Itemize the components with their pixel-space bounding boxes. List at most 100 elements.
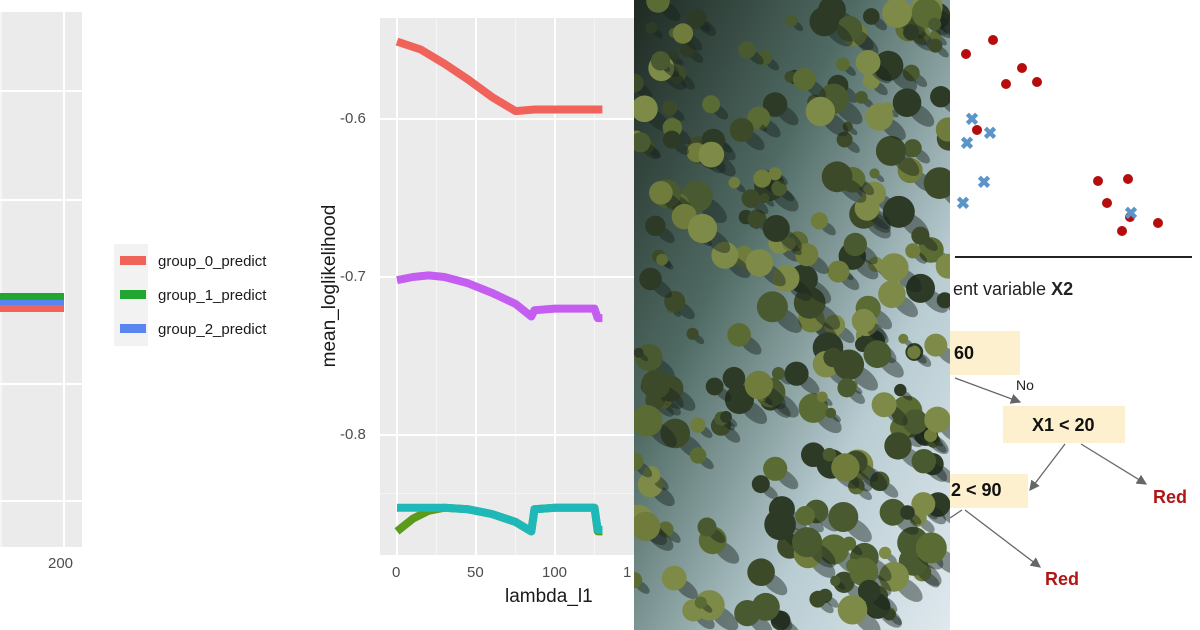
tree-canopy (645, 215, 666, 236)
tree-canopy (646, 0, 670, 13)
left-x-tick-200: 200 (48, 555, 74, 572)
tree-canopy (837, 378, 857, 398)
tree-canopy (664, 290, 686, 313)
tree-canopy (634, 511, 661, 541)
tree-canopy (823, 314, 846, 336)
scatter-point-red (1032, 77, 1042, 87)
tree-canopy (697, 517, 717, 537)
tree-canopy (747, 209, 767, 229)
leaf-red-right: Red (1153, 487, 1188, 507)
mid-grid-v-100 (554, 18, 556, 555)
tree-canopy (745, 249, 774, 277)
tree-canopy (662, 100, 678, 116)
scatter-point-blue-x: ✖ (960, 134, 974, 153)
tree-canopy (837, 594, 868, 625)
legend-key-group-1 (120, 290, 146, 299)
x-tick-50: 50 (467, 564, 484, 581)
scatter-point-red (972, 125, 982, 135)
tree-canopy (843, 232, 867, 257)
tree-canopy (720, 411, 732, 423)
left-line-red (0, 305, 64, 312)
tree-canopy (878, 546, 892, 560)
scatter-point-blue-x: ✖ (956, 194, 970, 213)
tree-canopy (863, 340, 892, 369)
tree-canopy (892, 88, 922, 117)
tree-canopy (871, 392, 897, 418)
tree-canopy (911, 449, 936, 474)
x-tick-100: 100 (542, 564, 568, 581)
mid-grid-minor-v2 (515, 18, 516, 555)
left-chart-panel: 200 group_0_predict group_1_predict grou… (0, 0, 300, 630)
mid-grid-h-07 (380, 276, 634, 278)
x2-axis-label: ent variable X2 (953, 279, 1073, 300)
tree-canopy (882, 195, 915, 228)
tree-canopy (751, 592, 780, 621)
tree-canopy (905, 243, 921, 259)
tree-canopy (762, 92, 788, 117)
tree-canopy (879, 498, 907, 526)
edge-x2-left (950, 509, 963, 519)
x2-axis-label-bold: X2 (1051, 279, 1074, 299)
tree-canopy (854, 195, 880, 221)
tree-canopy (689, 447, 707, 464)
series-line-1 (396, 271, 603, 323)
tree-canopy (825, 407, 837, 419)
scatter-point-blue-x: ✖ (1124, 204, 1138, 223)
tree-canopy (672, 23, 694, 44)
tree-canopy (924, 333, 948, 357)
tree-canopy (657, 521, 674, 538)
tree-canopy (875, 135, 906, 166)
tree-canopy (930, 86, 950, 108)
tree-canopy (764, 508, 796, 541)
x-tick-partial: 1 (623, 564, 632, 581)
scatter-point-red (1017, 63, 1027, 73)
legend-label-group-1: group_1_predict (158, 287, 267, 304)
tree-canopy (915, 532, 947, 564)
scatter-point-red (961, 49, 971, 59)
tree-canopy (639, 267, 662, 291)
edge-x2-to-red (964, 509, 1042, 568)
y-tick-08: -0.8 (340, 426, 366, 443)
tree-canopy (900, 505, 915, 520)
tree-canopy (842, 121, 853, 132)
tree-canopy (634, 452, 644, 471)
tree-canopy (661, 565, 687, 591)
tree-canopy (771, 367, 785, 380)
tree-canopy (634, 571, 643, 589)
left-line-blue (0, 300, 64, 305)
tree-canopy (691, 13, 705, 28)
tree-canopy (698, 141, 725, 168)
tree-canopy (782, 237, 796, 251)
tree-canopy (833, 349, 865, 381)
tree-canopy (842, 536, 857, 551)
edge-label-no: No (1016, 377, 1034, 393)
series-line-3 (397, 503, 603, 536)
tree-canopy (634, 73, 644, 93)
tree-canopy (902, 409, 928, 435)
y-tick-07: -0.7 (340, 268, 366, 285)
tree-canopy (821, 161, 853, 193)
tree-canopy (879, 253, 909, 283)
tree-canopy (768, 167, 782, 181)
tree-canopy (759, 193, 770, 204)
x-tick-0: 0 (392, 564, 401, 581)
tree-canopy (827, 260, 850, 283)
tree-canopy (831, 453, 860, 482)
tree-canopy (784, 361, 809, 386)
tree-canopy (911, 226, 930, 245)
tree-canopy (793, 286, 826, 319)
tree-canopy (650, 51, 671, 71)
tree-canopy (792, 67, 816, 91)
tree-canopy (634, 132, 651, 153)
tree-canopy (810, 212, 828, 230)
tree-canopy (869, 471, 890, 492)
tree-canopy (792, 527, 823, 558)
y-tick-06: -0.6 (340, 110, 366, 127)
scatter-point-red (1093, 176, 1103, 186)
tree-canopy (649, 181, 673, 205)
tree-canopy (836, 131, 853, 148)
tree-canopy (906, 273, 935, 303)
tree-canopy (752, 118, 763, 129)
tree-canopy (884, 432, 912, 460)
tree-canopy (690, 417, 706, 433)
